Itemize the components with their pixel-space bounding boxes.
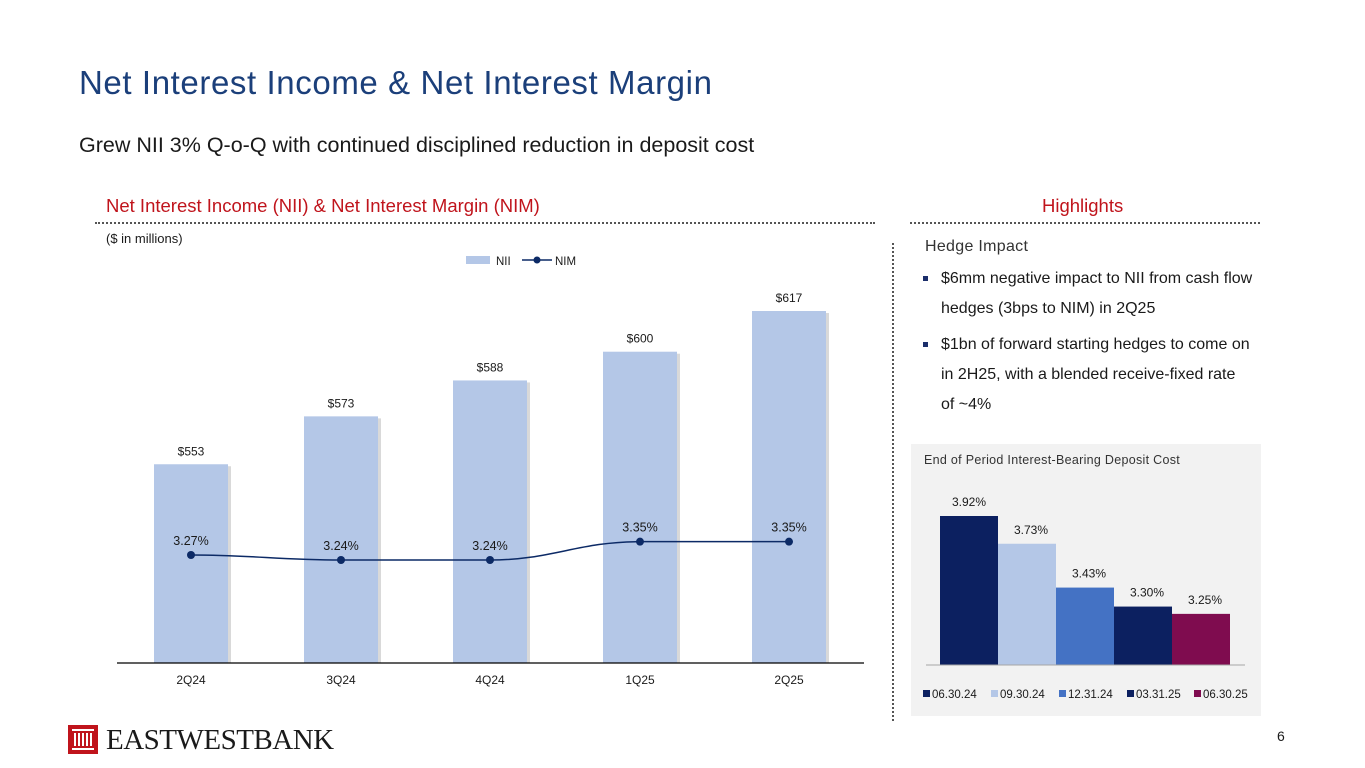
deposit-cost-bar bbox=[940, 516, 998, 665]
nii-value-label: $573 bbox=[328, 396, 355, 410]
bank-logo-icon bbox=[68, 725, 98, 754]
nim-point bbox=[187, 551, 195, 559]
highlight-bullet: $6mm negative impact to NII from cash fl… bbox=[923, 264, 1253, 324]
nim-point bbox=[636, 537, 644, 546]
nim-value-label: 3.24% bbox=[323, 539, 358, 553]
left-dotted-divider bbox=[95, 222, 875, 224]
nii-value-label: $600 bbox=[627, 332, 654, 346]
deposit-legend-label: 12.31.24 bbox=[1068, 689, 1113, 701]
hedge-impact-subheading: Hedge Impact bbox=[925, 238, 1029, 255]
nii-nim-chart: $553 $573 $588 $600 $617 2Q24 3Q24 4Q24 1Q25 2Q25… bbox=[117, 256, 864, 687]
nim-value-label: 3.35% bbox=[622, 521, 657, 535]
page-title: Net Interest Income & Net Interest Margi… bbox=[79, 64, 713, 101]
deposit-legend-swatch bbox=[991, 690, 998, 697]
deposit-cost-label: 3.43% bbox=[1072, 567, 1106, 581]
right-dotted-divider bbox=[910, 222, 1260, 224]
nii-bar bbox=[603, 351, 677, 663]
legend-swatch-nim-marker bbox=[533, 256, 541, 264]
nii-value-label: $588 bbox=[477, 360, 504, 374]
deposit-legend-label: 09.30.24 bbox=[1000, 689, 1045, 701]
deposit-cost-chart: 3.92% 3.73% 3.43% 3.30% 3.25% 06.30.24 09.30.2… bbox=[923, 495, 1248, 701]
nii-bar bbox=[453, 380, 527, 663]
highlight-bullet-text: $1bn of forward starting hedges to come … bbox=[941, 336, 1250, 413]
legend-label-nim: NIM bbox=[555, 256, 576, 268]
x-tick-label: 2Q25 bbox=[774, 673, 804, 687]
deposit-legend-swatch bbox=[1194, 690, 1201, 697]
nim-value-label: 3.27% bbox=[173, 534, 208, 548]
x-tick-label: 3Q24 bbox=[326, 673, 356, 687]
deposit-cost-chart-title: End of Period Interest-Bearing Deposit C… bbox=[924, 453, 1181, 467]
deposit-cost-bar bbox=[1114, 606, 1172, 665]
page-subtitle: Grew NII 3% Q-o-Q with continued discipl… bbox=[79, 133, 755, 157]
nii-value-label: $553 bbox=[178, 444, 205, 458]
deposit-legend-swatch bbox=[1127, 690, 1134, 697]
deposit-cost-bar bbox=[1056, 587, 1114, 665]
nii-bar bbox=[304, 416, 378, 663]
nim-value-label: 3.35% bbox=[771, 521, 806, 535]
deposit-cost-label: 3.30% bbox=[1130, 586, 1164, 600]
nim-point bbox=[486, 556, 494, 564]
nii-bar bbox=[752, 311, 826, 663]
bullet-marker bbox=[923, 276, 928, 281]
deposit-cost-label: 3.73% bbox=[1014, 523, 1048, 537]
deposit-legend-swatch bbox=[923, 690, 930, 697]
nim-point bbox=[337, 556, 345, 564]
x-tick-label: 2Q24 bbox=[176, 673, 206, 687]
x-tick-label: 1Q25 bbox=[625, 673, 655, 687]
legend-swatch-nii bbox=[466, 256, 490, 264]
deposit-cost-label: 3.25% bbox=[1188, 593, 1222, 607]
deposit-legend-swatch bbox=[1059, 690, 1066, 697]
nii-value-label: $617 bbox=[776, 291, 803, 305]
deposit-cost-bar bbox=[998, 543, 1056, 665]
vertical-dotted-divider bbox=[892, 243, 894, 721]
bullet-marker bbox=[923, 342, 928, 347]
deposit-cost-label: 3.92% bbox=[952, 495, 986, 509]
deposit-legend-label: 06.30.25 bbox=[1203, 689, 1248, 701]
deposit-cost-panel: End of Period Interest-Bearing Deposit C… bbox=[911, 444, 1261, 716]
deposit-legend-label: 06.30.24 bbox=[932, 689, 977, 701]
nii-nim-section-heading: Net Interest Income (NII) & Net Interest… bbox=[106, 195, 540, 216]
units-note: ($ in millions) bbox=[106, 231, 183, 246]
x-tick-label: 4Q24 bbox=[475, 673, 505, 687]
page-number: 6 bbox=[1277, 728, 1285, 744]
deposit-cost-bar bbox=[1172, 613, 1230, 665]
nim-point bbox=[785, 537, 793, 546]
deposit-legend-label: 03.31.25 bbox=[1136, 689, 1181, 701]
highlight-bullet: $1bn of forward starting hedges to come … bbox=[923, 330, 1253, 420]
nim-value-label: 3.24% bbox=[472, 539, 507, 553]
highlight-bullet-text: $6mm negative impact to NII from cash fl… bbox=[941, 270, 1253, 317]
nii-bar bbox=[154, 464, 228, 663]
highlights-heading: Highlights bbox=[1042, 195, 1124, 216]
bank-logo-text: EASTWESTBANK bbox=[106, 724, 334, 756]
legend-label-nii: NII bbox=[496, 256, 511, 268]
